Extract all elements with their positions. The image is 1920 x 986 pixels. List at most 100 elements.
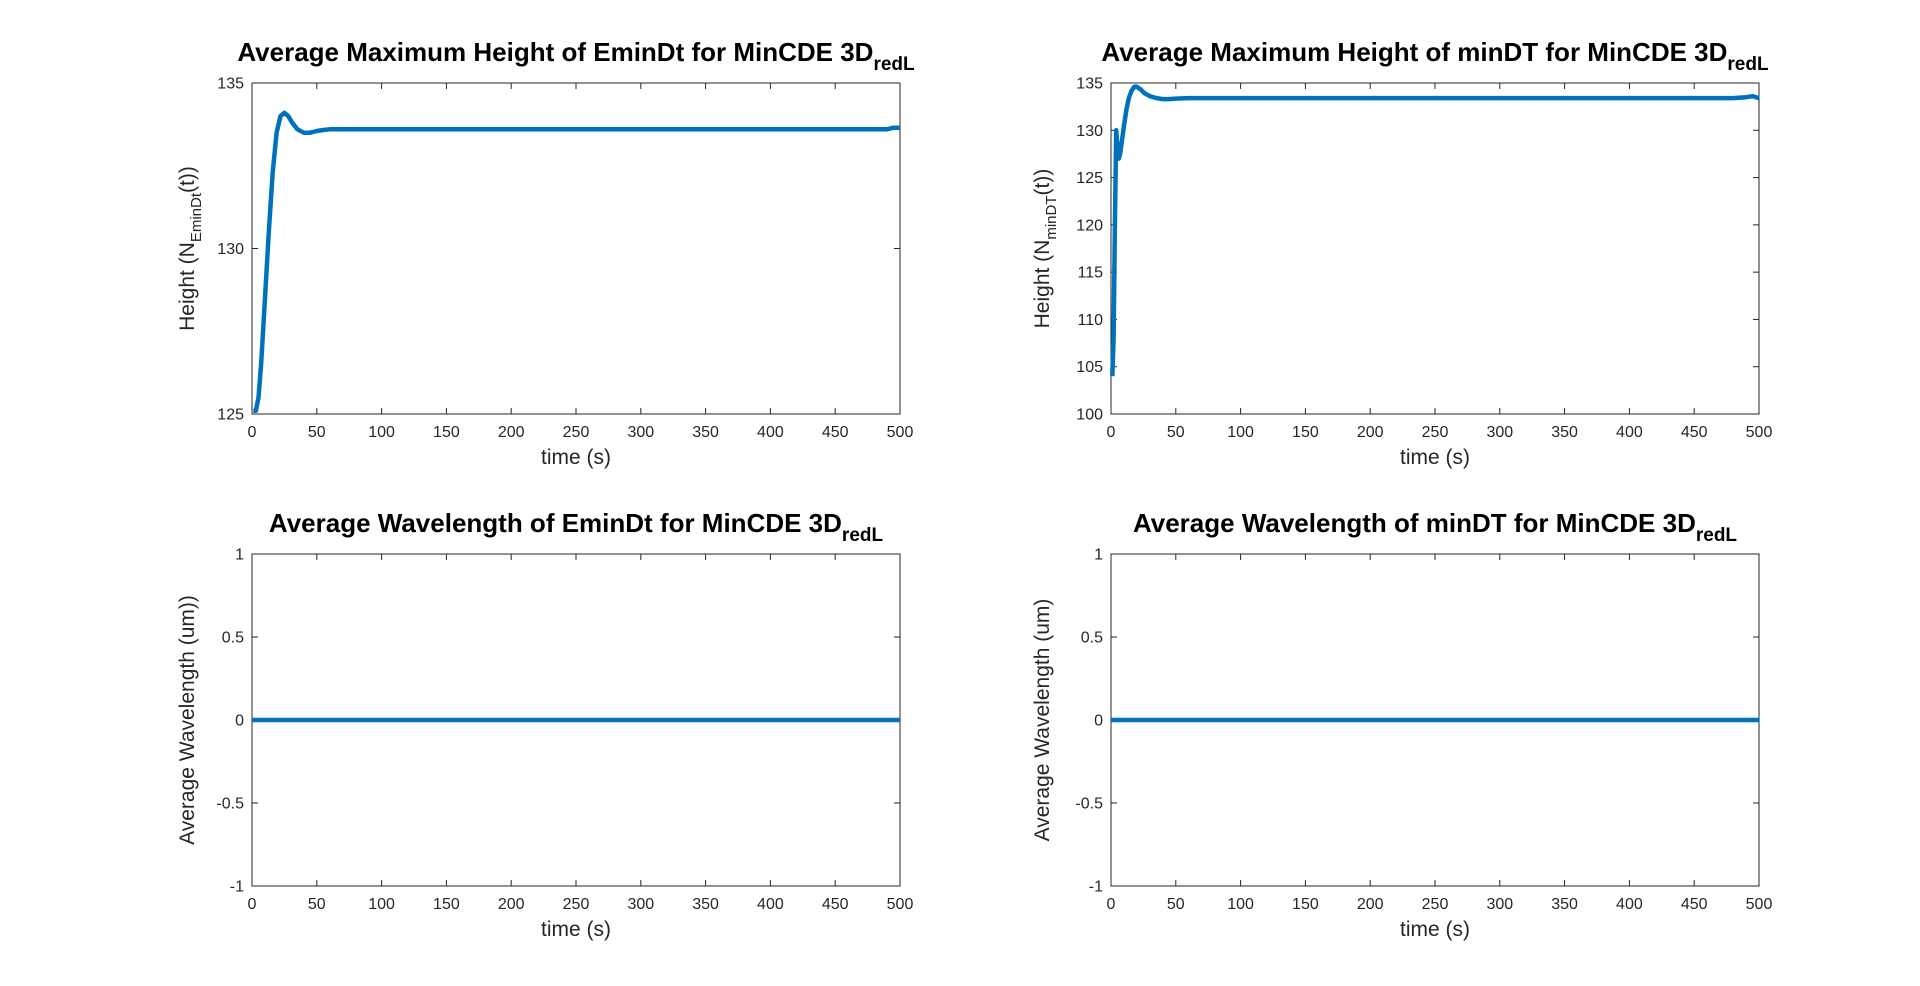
y-tick-label: 125 [1076, 170, 1103, 187]
y-tick-label: 0 [235, 713, 244, 730]
plot-area [251, 82, 901, 415]
x-tick-label: 50 [1167, 424, 1185, 441]
chart-title: Average Wavelength of EminDt for MinCDE … [269, 508, 884, 546]
x-tick-label: 100 [1227, 424, 1254, 441]
chart-title-main: Average Maximum Height of EminDt for Min… [237, 37, 873, 67]
y-tick-label: 105 [1076, 359, 1103, 376]
y-tick-label: 110 [1077, 312, 1103, 329]
plot-area [1110, 82, 1760, 415]
y-tick-label: 0 [1094, 713, 1103, 730]
y-axis-label-end: (t)) [1031, 169, 1054, 196]
y-axis-label: Average Wavelength (um)) [176, 595, 199, 845]
x-tick-label: 500 [1746, 424, 1773, 441]
y-axis-label-main: Height (N [176, 242, 199, 331]
y-axis-label-main: Height (N [1031, 240, 1054, 329]
y-axis-label: Height (NEminDt(t)) [176, 166, 205, 331]
x-tick-label: 450 [1681, 896, 1708, 913]
chart-title-subscript: redL [1696, 525, 1738, 546]
x-tick-label: 250 [1422, 896, 1449, 913]
x-tick-label: 450 [822, 424, 849, 441]
y-tick-label: -0.5 [1075, 796, 1103, 813]
y-axis-label-end: (t)) [176, 166, 199, 193]
y-axis-label: Height (NminDT(t)) [1031, 169, 1060, 329]
x-tick-label: 100 [368, 424, 395, 441]
chart-title-subscript: redL [842, 525, 884, 546]
chart-title-main: Average Wavelength of minDT for MinCDE 3… [1133, 508, 1696, 538]
chart-title-subscript: redL [873, 54, 915, 75]
chart-panel-1: 0 50 100 150 200 250 300 350 400 450 500 125 130 135 A… [176, 37, 915, 469]
x-tick-label: 0 [248, 896, 257, 913]
x-tick-label: 150 [433, 424, 460, 441]
x-tick-label: 300 [627, 896, 654, 913]
x-axis-label: time (s) [541, 918, 611, 941]
y-tick-label: 125 [217, 407, 244, 424]
y-axis-label-main: Average Wavelength (um)) [176, 595, 199, 845]
x-tick-label: 500 [1746, 896, 1773, 913]
x-tick-label: 250 [1422, 424, 1449, 441]
y-tick-label: 120 [1076, 217, 1103, 234]
x-tick-label: 200 [1357, 424, 1384, 441]
y-tick-label: 1 [1094, 547, 1103, 564]
x-tick-label: 450 [822, 896, 849, 913]
x-tick-label: 50 [308, 424, 326, 441]
y-tick-label: -0.5 [216, 796, 244, 813]
x-tick-label: 100 [368, 896, 395, 913]
x-tick-label: 0 [1107, 424, 1116, 441]
y-tick-label: 0.5 [1081, 630, 1103, 647]
x-tick-label: 250 [563, 424, 590, 441]
y-tick-label: 130 [1076, 123, 1103, 140]
x-tick-label: 500 [887, 896, 914, 913]
chart-title: Average Wavelength of minDT for MinCDE 3… [1133, 508, 1737, 546]
chart-title: Average Maximum Height of EminDt for Min… [237, 37, 915, 75]
y-axis-label-main: Average Wavelength (um) [1031, 599, 1054, 842]
x-tick-label: 250 [563, 896, 590, 913]
x-tick-label: 200 [498, 896, 525, 913]
chart-title-subscript: redL [1727, 54, 1769, 75]
y-tick-label: -1 [1089, 879, 1103, 896]
x-tick-label: 50 [308, 896, 326, 913]
chart-title-main: Average Maximum Height of minDT for MinC… [1101, 37, 1727, 67]
chart-title-main: Average Wavelength of EminDt for MinCDE … [269, 508, 842, 538]
x-tick-label: 300 [627, 424, 654, 441]
x-tick-label: 150 [433, 896, 460, 913]
y-tick-label: 100 [1076, 407, 1103, 424]
chart-panel-4: 0 50 100 150 200 250 300 350 400 450 500 -1 -0.5 0 0.5… [1031, 508, 1772, 941]
y-tick-label: 115 [1077, 265, 1103, 282]
x-tick-label: 50 [1167, 896, 1185, 913]
y-axis-label: Average Wavelength (um) [1031, 599, 1054, 842]
chart-title: Average Maximum Height of minDT for MinC… [1101, 37, 1769, 75]
x-axis-label: time (s) [1400, 446, 1470, 469]
x-tick-label: 400 [757, 896, 784, 913]
x-tick-label: 0 [1107, 896, 1116, 913]
x-tick-label: 450 [1681, 424, 1708, 441]
x-tick-label: 400 [1616, 896, 1643, 913]
x-tick-label: 200 [498, 424, 525, 441]
x-tick-label: 350 [1551, 424, 1578, 441]
y-tick-label: -1 [230, 879, 244, 896]
x-tick-label: 150 [1292, 896, 1319, 913]
y-axis-label-subscript: minDT [1043, 195, 1060, 239]
x-tick-label: 300 [1486, 424, 1513, 441]
x-tick-label: 400 [757, 424, 784, 441]
y-axis-label-subscript: EminDt [188, 192, 205, 242]
x-tick-label: 0 [248, 424, 257, 441]
y-tick-label: 0.5 [222, 630, 244, 647]
series-line-1 [253, 110, 900, 413]
y-tick-label: 135 [1076, 76, 1103, 93]
y-tick-label: 1 [235, 547, 244, 564]
chart-panel-3: 0 50 100 150 200 250 300 350 400 450 500 -1 -0.5 0 0.5… [176, 508, 913, 941]
series-line-1 [1110, 84, 1760, 377]
x-tick-label: 350 [692, 424, 719, 441]
x-tick-label: 100 [1227, 896, 1254, 913]
x-tick-label: 200 [1357, 896, 1384, 913]
y-tick-label: 135 [217, 76, 244, 93]
chart-panel-2: 0 50 100 150 200 250 300 350 400 450 500 100 105 110 1… [1031, 37, 1772, 469]
x-axis-label: time (s) [1400, 918, 1470, 941]
x-tick-label: 150 [1292, 424, 1319, 441]
y-tick-label: 130 [217, 241, 244, 258]
x-tick-label: 300 [1486, 896, 1513, 913]
x-tick-label: 350 [1551, 896, 1578, 913]
x-tick-label: 500 [887, 424, 914, 441]
x-tick-label: 400 [1616, 424, 1643, 441]
